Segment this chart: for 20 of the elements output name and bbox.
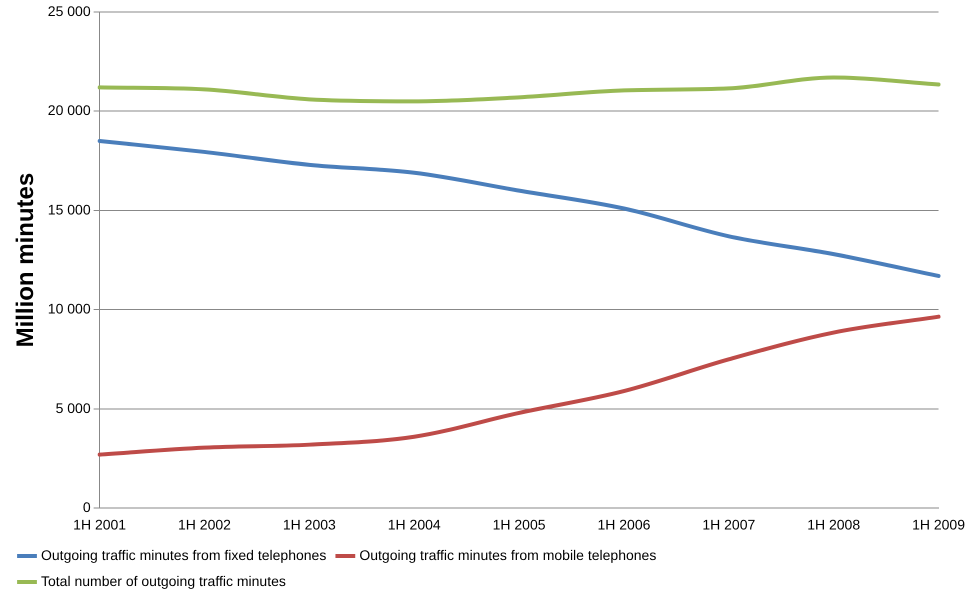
x-tick-label: 1H 2009 <box>912 516 966 532</box>
x-tick-label: 1H 2003 <box>282 516 336 532</box>
legend-label: Total number of outgoing traffic minutes <box>41 572 286 589</box>
y-axis-title: Million minutes <box>12 172 40 348</box>
x-tick-label: 1H 2006 <box>597 516 651 532</box>
x-tick-label: 1H 2008 <box>807 516 860 532</box>
x-tick-label: 1H 2007 <box>702 516 756 532</box>
legend-label: Outgoing traffic minutes from fixed telephones <box>41 546 326 563</box>
y-tick-label: 10 000 <box>48 300 91 317</box>
x-tick-label: 1H 2005 <box>492 516 546 532</box>
x-tick-label: 1H 2004 <box>388 516 441 532</box>
legend-label: Outgoing traffic minutes from mobile telephones <box>359 546 656 563</box>
y-tick-label: 15 000 <box>48 201 91 218</box>
y-tick-label: 25 000 <box>48 2 91 19</box>
y-tick-label: 0 <box>82 499 91 516</box>
x-tick-label: 1H 2002 <box>178 516 232 532</box>
line-series <box>98 76 941 104</box>
y-tick-label: 5 000 <box>56 400 91 416</box>
x-tick-label: 1H 2001 <box>73 516 126 532</box>
y-tick-label: 20 000 <box>48 102 91 118</box>
